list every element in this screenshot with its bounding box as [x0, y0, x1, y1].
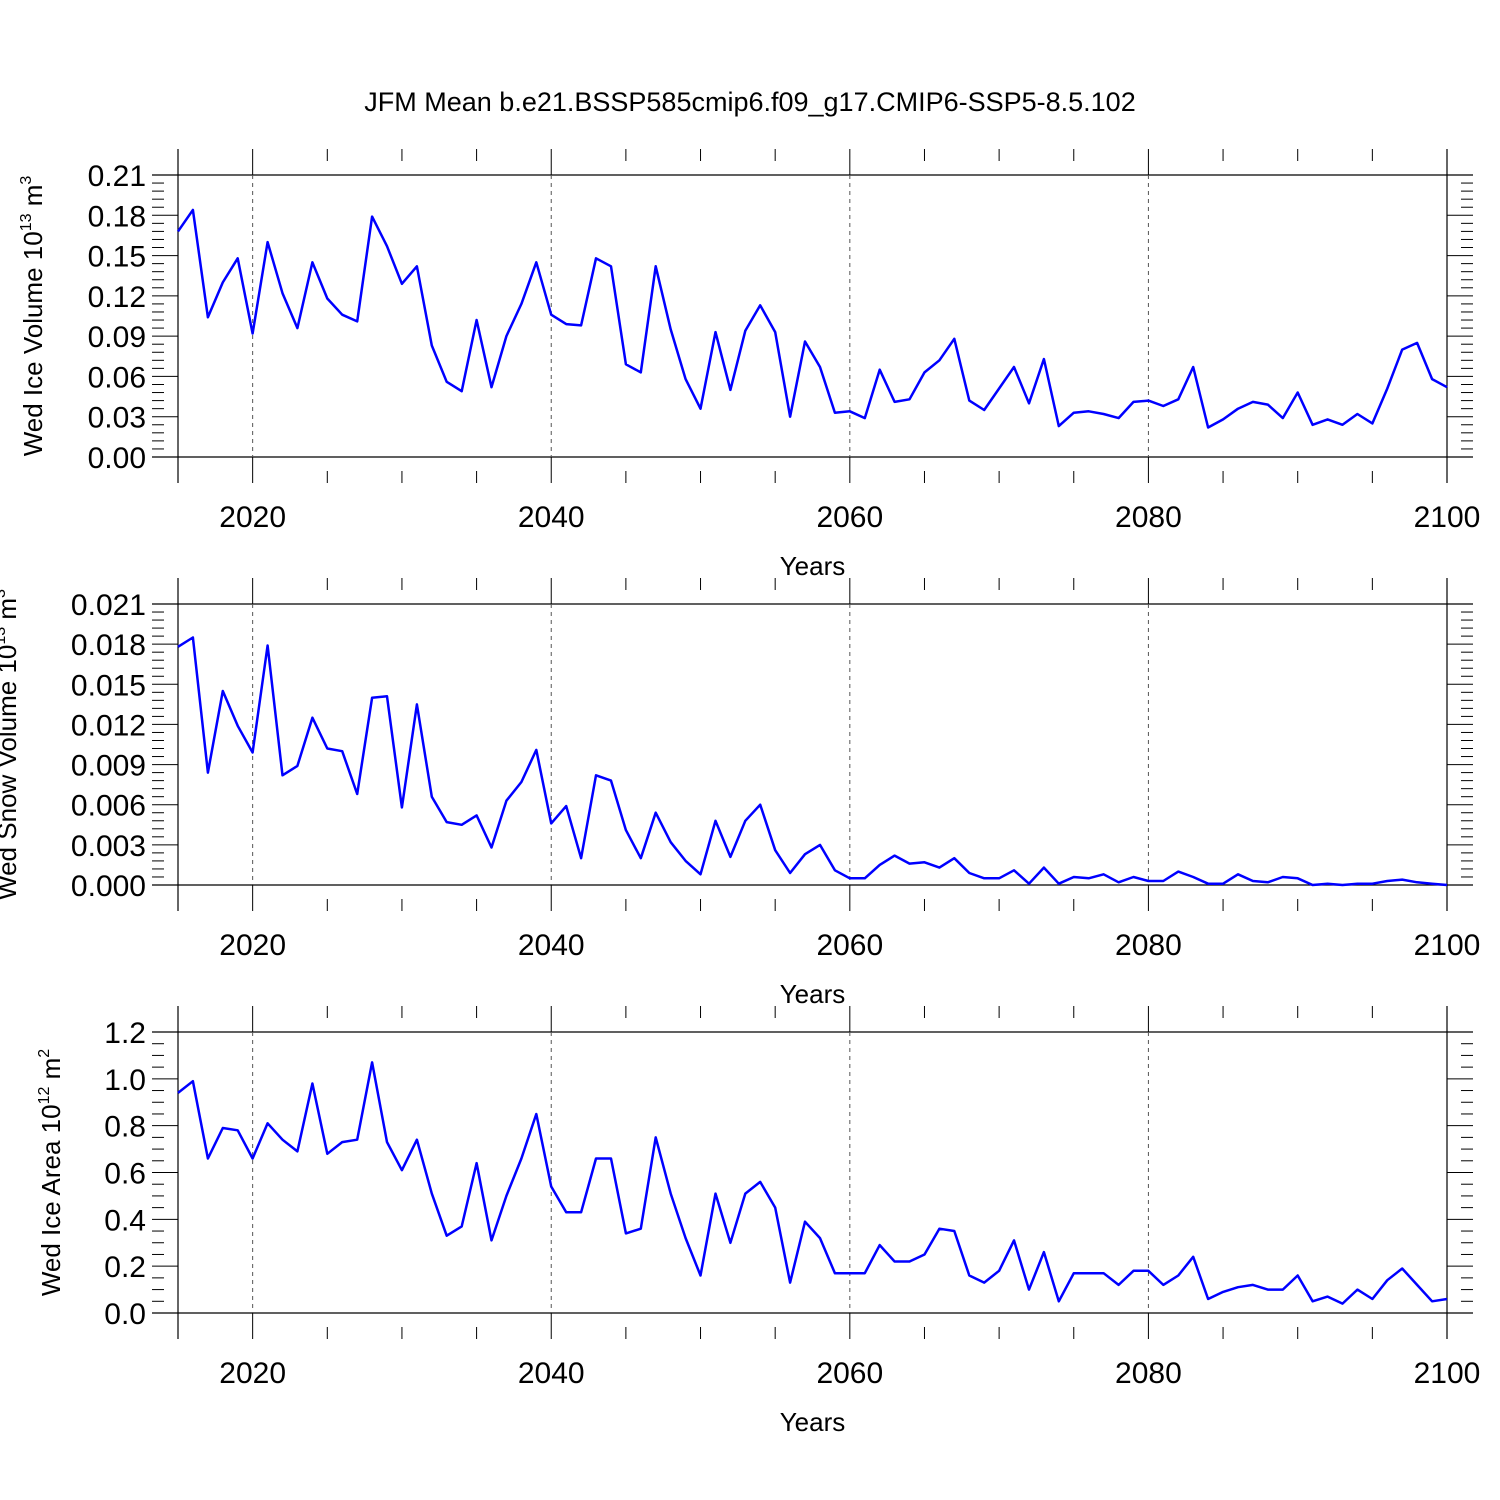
y-axis-title-text: Wed Ice Volume 10	[18, 231, 48, 456]
y-tick-label: 0.2	[104, 1251, 146, 1284]
series-line	[177, 1061, 1448, 1305]
x-tick-label: 2100	[1414, 1357, 1481, 1390]
panels-group: 2020 2040 2060 2080 21000.000.030.060.090.12…	[0, 149, 1480, 1437]
x-axis-title: Years	[780, 1407, 846, 1437]
y-tick-label: 0.21	[88, 160, 146, 193]
x-tick-label: 2040	[518, 929, 585, 962]
x-tick-label: 2080	[1115, 501, 1182, 534]
y-tick-label: 0.015	[71, 669, 146, 702]
y-axis-title: Wed Ice Area 1012 m2	[36, 1049, 66, 1296]
y-tick-label: 0.003	[71, 830, 146, 863]
y-axis-title-unit-exponent: 2	[36, 1049, 53, 1058]
x-tick-label: 2020	[219, 929, 286, 962]
x-tick-label: 2040	[518, 501, 585, 534]
y-tick-label: 0.012	[71, 709, 146, 742]
y-axis-title-unit-exponent: 3	[0, 589, 9, 598]
x-axis-title: Years	[780, 979, 846, 1009]
y-tick-label: 0.021	[71, 589, 146, 622]
x-tick-label: 2020	[219, 501, 286, 534]
y-axis-title-unit: m	[36, 1058, 66, 1087]
x-tick-label: 2060	[816, 501, 883, 534]
x-tick-label: 2100	[1414, 501, 1481, 534]
y-tick-label: 0.09	[88, 321, 146, 354]
chart-title: JFM Mean b.e21.BSSP585cmip6.f09_g17.CMIP…	[364, 87, 1135, 117]
x-tick-label: 2080	[1115, 929, 1182, 962]
y-axis-title-unit-exponent: 3	[18, 176, 35, 185]
y-axis-title: Wed Snow Volume 1013 m3	[0, 589, 22, 900]
y-tick-label: 0.18	[88, 200, 146, 233]
y-tick-label: 1.2	[104, 1017, 146, 1050]
y-axis-title-unit: m	[0, 598, 22, 627]
y-tick-label: 0.12	[88, 281, 146, 314]
y-tick-label: 0.006	[71, 790, 146, 823]
y-axis-title-exponent: 13	[18, 213, 35, 231]
panel-3: 2020 2040 2060 2080 2100 0.0 0.2 0.4 0.6 0.8 1.0 1.…	[36, 1006, 1480, 1437]
panel-1: 2020 2040 2060 2080 2100 0.00 0.03 0.06 0.09 0.12…	[18, 149, 1480, 581]
y-tick-label: 0.4	[104, 1204, 146, 1237]
y-axis-title-text: Wed Snow Volume 10	[0, 645, 22, 900]
y-tick-label: 0.06	[88, 361, 146, 394]
y-tick-label: 0.0	[104, 1298, 146, 1331]
x-tick-label: 2020	[219, 1357, 286, 1390]
y-tick-label: 1.0	[104, 1064, 146, 1097]
y-tick-label: 0.03	[88, 402, 146, 435]
y-axis-title-exponent: 12	[36, 1087, 53, 1105]
x-tick-label: 2060	[816, 929, 883, 962]
y-axis-title-exponent: 13	[0, 627, 9, 645]
y-tick-label: 0.15	[88, 241, 146, 274]
x-axis-title: Years	[780, 551, 846, 581]
y-axis-title: Wed Ice Volume 1013 m3	[18, 176, 48, 457]
x-tick-label: 2100	[1414, 929, 1481, 962]
y-tick-label: 0.00	[88, 442, 146, 475]
x-tick-label: 2040	[518, 1357, 585, 1390]
y-tick-label: 0.009	[71, 750, 146, 783]
series-line	[176, 208, 1448, 429]
y-axis-title-unit: m	[18, 185, 48, 214]
x-tick-label: 2080	[1115, 1357, 1182, 1390]
panel-2: 2020 2040 2060 2080 2100 0.000 0.003 0.006 0.009…	[0, 578, 1480, 1009]
series-line	[177, 636, 1448, 887]
x-tick-label: 2060	[816, 1357, 883, 1390]
y-axis-title-text: Wed Ice Area 10	[36, 1104, 66, 1296]
y-tick-label: 0.000	[71, 870, 146, 903]
y-tick-label: 0.8	[104, 1111, 146, 1144]
y-tick-label: 0.018	[71, 629, 146, 662]
y-tick-label: 0.6	[104, 1158, 146, 1191]
